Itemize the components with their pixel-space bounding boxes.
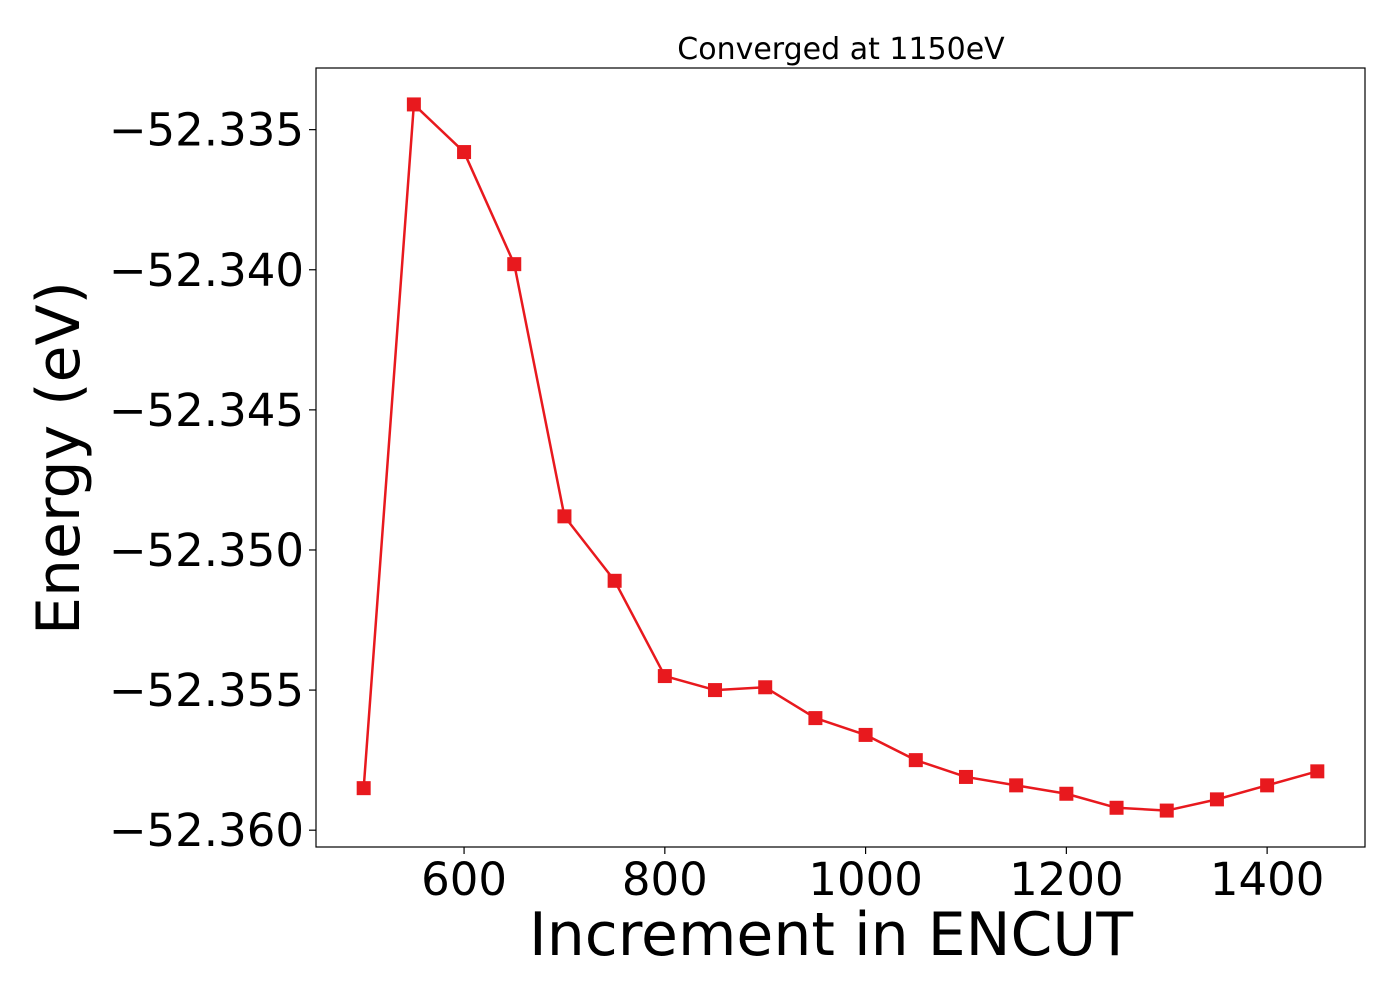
data-point-marker: [557, 509, 572, 524]
data-point-marker: [908, 753, 923, 768]
data-point-marker: [607, 573, 622, 588]
x-tick-label: 1200: [1009, 853, 1124, 906]
data-point-marker: [708, 683, 723, 698]
y-tick-label: −52.360: [109, 804, 304, 857]
y-tick-label: −52.335: [109, 104, 304, 157]
x-tick-label: 1000: [808, 853, 923, 906]
x-axis-label: Increment in ENCUT: [529, 900, 1133, 970]
data-point-marker: [507, 257, 522, 272]
chart-title: Converged at 1150eV: [677, 32, 1005, 67]
x-tick-label: 800: [622, 853, 708, 906]
plot-frame: [315, 67, 1366, 848]
y-axis-ticks: −52.360 −52.355 −52.350 −52.345 −52.340 −52.3…: [109, 104, 316, 857]
y-tick-label: −52.345: [109, 384, 304, 437]
data-point-marker: [1159, 803, 1174, 818]
data-point-marker: [457, 145, 472, 160]
data-point-marker: [1310, 764, 1325, 779]
x-axis-ticks: 600 800 1000 1200 1400: [421, 847, 1324, 906]
data-point-marker: [758, 680, 773, 695]
data-point-marker: [406, 97, 421, 112]
x-tick-label: 1400: [1210, 853, 1325, 906]
data-point-marker: [356, 781, 371, 796]
data-point-marker: [657, 669, 672, 684]
y-tick-label: −52.340: [109, 244, 304, 297]
series-line: [362, 103, 1318, 812]
data-point-marker: [1059, 786, 1074, 801]
data-point-marker: [958, 769, 973, 784]
data-point-marker: [1260, 778, 1275, 793]
data-point-marker: [1009, 778, 1024, 793]
x-tick-label: 600: [421, 853, 507, 906]
data-point-marker: [1209, 792, 1224, 807]
data-point-marker: [858, 727, 873, 742]
y-tick-label: −52.350: [109, 524, 304, 577]
y-axis-label: Energy (eV): [24, 281, 94, 635]
y-tick-label: −52.355: [109, 664, 304, 717]
plot-area: [356, 97, 1325, 818]
data-point-marker: [808, 711, 823, 726]
data-point-marker: [1109, 800, 1124, 815]
